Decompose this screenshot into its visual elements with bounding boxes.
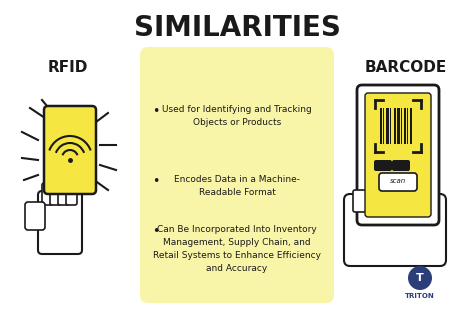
- Bar: [407, 108, 408, 144]
- Circle shape: [408, 266, 432, 290]
- Text: •: •: [152, 105, 159, 118]
- Bar: [410, 108, 412, 144]
- Text: RFID: RFID: [48, 60, 88, 76]
- FancyBboxPatch shape: [353, 190, 366, 212]
- Text: BARCODE: BARCODE: [365, 60, 447, 76]
- FancyBboxPatch shape: [25, 202, 45, 230]
- Bar: [390, 108, 391, 144]
- Text: Readable Format: Readable Format: [199, 188, 275, 197]
- FancyBboxPatch shape: [140, 47, 334, 303]
- FancyBboxPatch shape: [50, 183, 61, 205]
- FancyBboxPatch shape: [365, 93, 431, 217]
- FancyBboxPatch shape: [405, 190, 418, 212]
- FancyBboxPatch shape: [379, 190, 392, 212]
- Text: and Accuracy: and Accuracy: [206, 264, 268, 273]
- Bar: [404, 108, 406, 144]
- FancyBboxPatch shape: [44, 106, 96, 194]
- Text: Encodes Data in a Machine-: Encodes Data in a Machine-: [174, 175, 300, 184]
- FancyBboxPatch shape: [374, 160, 392, 171]
- Text: Used for Identifying and Tracking: Used for Identifying and Tracking: [162, 105, 312, 114]
- FancyBboxPatch shape: [38, 191, 82, 254]
- Text: T: T: [416, 273, 424, 283]
- Text: •: •: [152, 175, 159, 188]
- Text: Can Be Incorporated Into Inventory: Can Be Incorporated Into Inventory: [157, 225, 317, 234]
- Text: TRITON: TRITON: [405, 293, 435, 299]
- Text: •: •: [152, 225, 159, 238]
- Bar: [397, 108, 400, 144]
- Bar: [383, 108, 384, 144]
- FancyBboxPatch shape: [42, 183, 53, 205]
- FancyBboxPatch shape: [357, 85, 439, 225]
- FancyBboxPatch shape: [379, 173, 417, 191]
- Bar: [394, 108, 396, 144]
- Text: scan: scan: [390, 178, 406, 184]
- FancyBboxPatch shape: [66, 183, 77, 205]
- Bar: [380, 108, 382, 144]
- Text: Management, Supply Chain, and: Management, Supply Chain, and: [163, 238, 311, 247]
- Text: Objects or Products: Objects or Products: [193, 118, 281, 127]
- Bar: [401, 108, 402, 144]
- FancyBboxPatch shape: [392, 160, 410, 171]
- Text: SIMILARITIES: SIMILARITIES: [134, 14, 340, 42]
- FancyBboxPatch shape: [344, 194, 446, 266]
- FancyBboxPatch shape: [366, 190, 379, 212]
- Bar: [386, 108, 389, 144]
- FancyBboxPatch shape: [392, 190, 405, 212]
- Text: Retail Systems to Enhance Efficiency: Retail Systems to Enhance Efficiency: [153, 251, 321, 260]
- FancyBboxPatch shape: [58, 183, 69, 205]
